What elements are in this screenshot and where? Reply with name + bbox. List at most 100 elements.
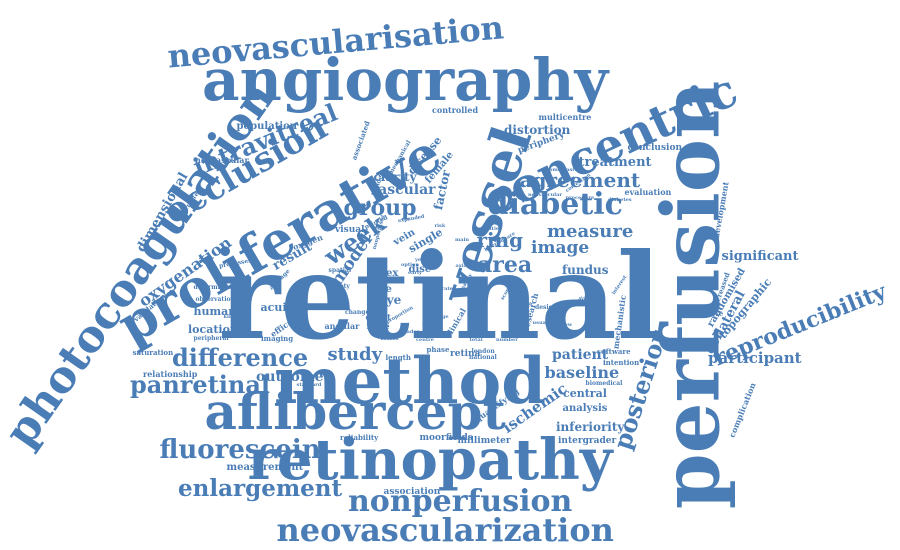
word-measurement: measurement [226,462,304,473]
word-difference: difference [172,343,309,372]
word-intention: intention [603,357,640,367]
word-clinic: clinic [512,284,528,291]
word-phase: phase [426,344,450,354]
word-standard: standard [296,381,322,388]
word-analysis: analysis [562,403,608,414]
word-effect: effect [365,312,391,322]
word-letter: letter [380,335,400,342]
word-index: index [368,268,399,279]
word-point: point [427,251,443,258]
word-retinopathy: retinopathy [247,427,613,493]
word-number: number [496,336,518,343]
word-image: image [531,237,590,258]
word-pilot: pilot [508,296,522,303]
word-moorfields: moorfields [419,432,473,443]
word-stage: stage [433,313,449,320]
word-human: human [193,304,237,318]
word-saturation: saturation [132,347,174,357]
word-imaging: imaging [261,333,294,343]
word-nonvascular: nonvascular [528,191,563,198]
word-angiography: angiography [202,46,609,114]
word-inferiority: inferiority [556,420,625,434]
word-centre: centre [416,336,434,343]
word-axial: axial [455,262,469,269]
word-visual: visual [335,224,365,235]
word-acuity: acuity [260,300,298,314]
word-year: year [415,256,427,263]
word-nominvasive: nominvasive [545,166,581,173]
word-ring: ring [476,228,524,252]
word-nonperfusion: nonperfusion [348,484,573,519]
word-study: study [327,344,383,365]
word-method: method [274,344,546,419]
word-millimeter: millimeter [457,435,511,446]
word-grader: grader [400,328,420,335]
word-retinal: retinal [218,227,662,366]
word-early: early [408,269,422,276]
word-national: national [469,354,497,361]
word-multicentre: multicentre [538,112,592,122]
word-neovascular: neovascular [195,155,249,165]
word-total: total [469,336,483,343]
word-modalities: modalities [472,225,502,232]
word-distortion: distortion [504,123,571,137]
word-participant: participant [708,348,802,367]
word-fluorescein: fluorescein [159,435,321,465]
word-clarity: clarity [373,170,417,184]
word-peripheral: peripheral [193,335,229,342]
word-baseline: baseline [544,363,620,382]
word-aflibercept: aflibercept [204,382,506,441]
word-review: review [554,321,573,328]
word-usual: usual [532,319,548,326]
word-retina: retina [450,348,481,359]
word-relationship: relationship [143,369,198,379]
word-measure: measure [547,221,634,242]
word-safety: safety [330,283,350,290]
word-pole: pole [368,284,392,295]
word-panretinal: panretinal [130,370,271,399]
word-length: length [385,352,411,362]
word-option: option [401,261,420,268]
word-observation: observation [195,296,235,303]
word-change: change [345,309,370,316]
word-diabetes: diabetes [608,196,632,203]
word-london: london [471,348,495,355]
word-vascular: vascular [370,182,436,198]
word-risk: risk [434,222,446,229]
word-field: field [422,321,435,328]
word-controlled: controlled [432,105,479,115]
word-area: area [478,252,533,278]
word-software: software [597,346,631,356]
word-central: central [563,386,607,400]
word-agreement: agreement [519,168,641,192]
word-diabetic: diabetic [487,187,623,222]
word-neovascularization: neovascularization [276,511,614,549]
word-optic: optic [468,326,486,333]
word-consecutive: consecutive [677,308,724,318]
word-treatment: treatment [578,154,652,170]
word-conclusion: conclusion [627,142,683,153]
word-intergrader: intergrader [558,435,617,446]
word-procedure: procedure [565,194,595,201]
word-eye: eye [379,293,402,307]
word-trial: trial [419,278,431,285]
word-evaluation: evaluation [624,187,672,197]
word-main: main [455,236,470,243]
word-association: association [383,486,441,497]
word-enlargement: enlargement [178,474,343,502]
word-rate: rate [441,285,453,292]
word-group: group [343,195,417,221]
word-biomedical: biomedical [585,380,623,387]
word-angular: angular [324,321,360,331]
word-more: more [366,321,390,331]
word-fundus: fundus [562,263,609,277]
word-patient: patient [552,347,609,363]
word-reliability: reliability [340,432,379,442]
word-spatial: spatial [328,267,352,274]
word-significant: significant [721,248,799,264]
word-kingdom: kingdom [223,313,249,320]
word-disc: disc [408,264,432,275]
word-location: location [188,322,238,336]
word-determined: determined [193,284,233,291]
